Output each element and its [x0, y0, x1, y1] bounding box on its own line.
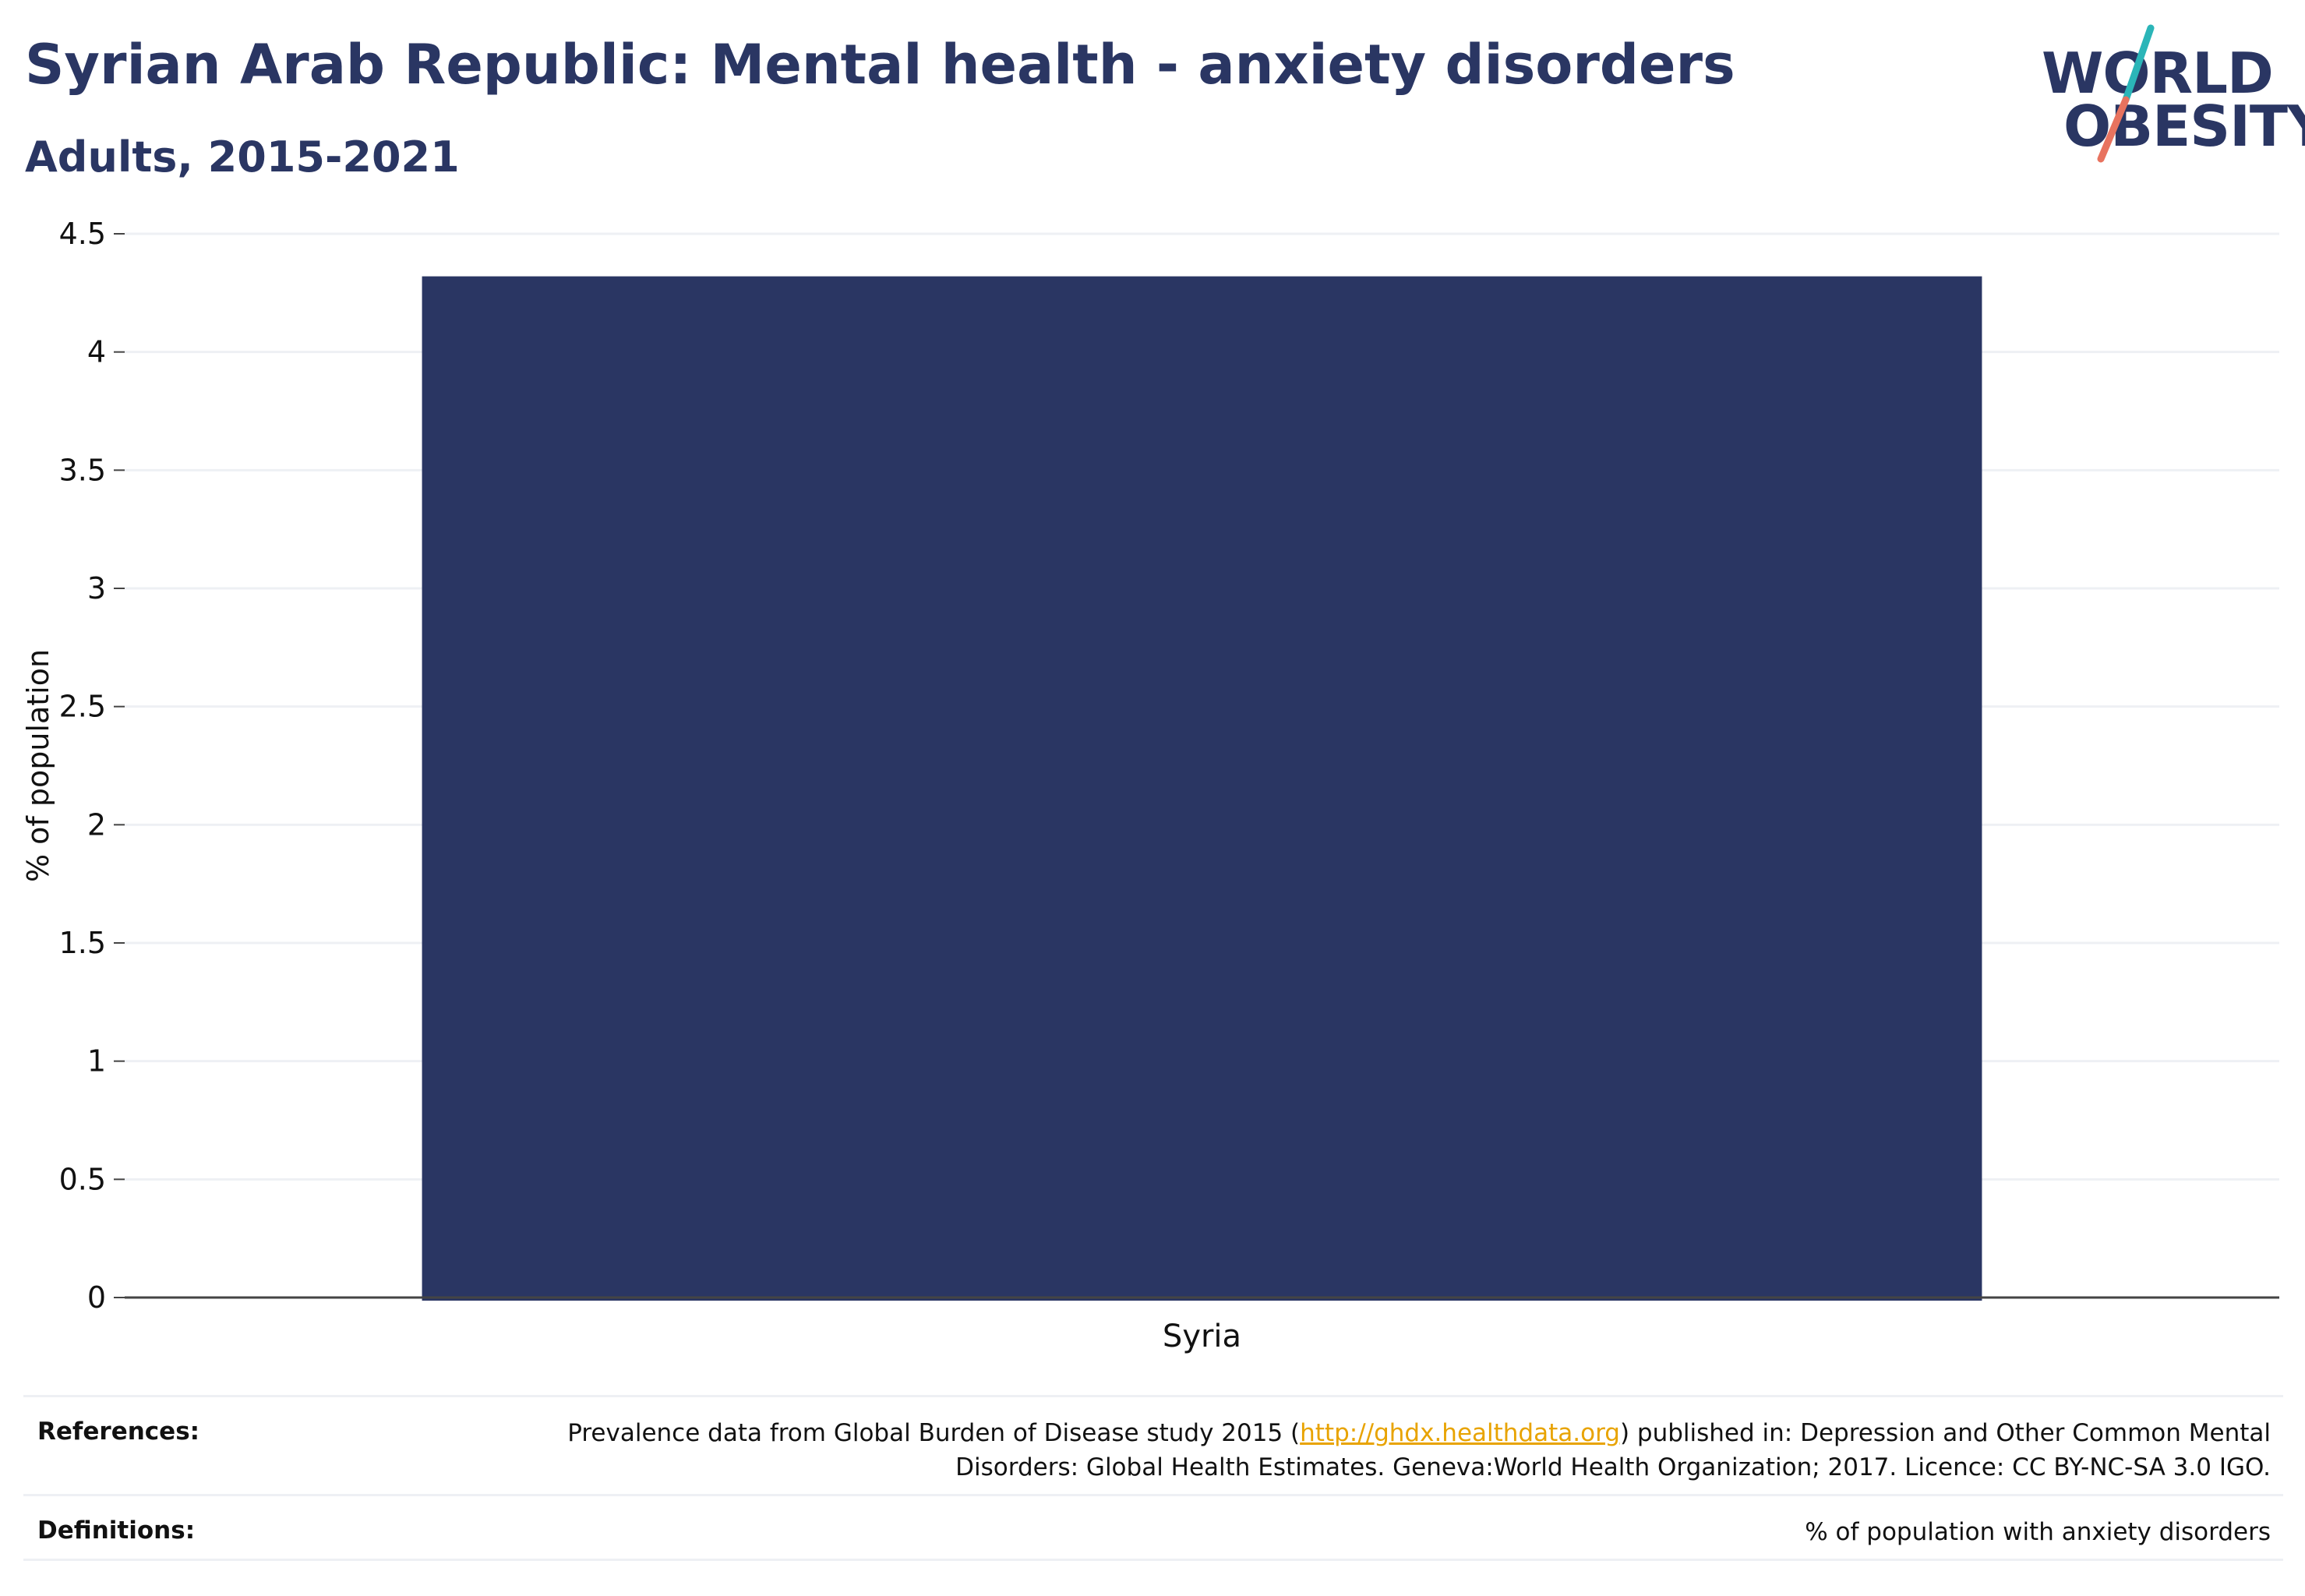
y-tick-label: 0 — [87, 1280, 106, 1315]
y-tick-label: 0.5 — [59, 1162, 106, 1196]
y-tick-label: 3.5 — [59, 453, 106, 487]
logo-slash-icon — [2097, 24, 2155, 163]
definitions-label: Definitions: — [37, 1517, 196, 1545]
y-tick-label: 2.5 — [59, 690, 106, 724]
y-tick-label: 2 — [87, 807, 106, 842]
references-row: References: Prevalence data from Global … — [23, 1395, 2283, 1494]
references-text: Prevalence data from Global Burden of Di… — [478, 1416, 2271, 1485]
y-tick-label: 1 — [87, 1044, 106, 1079]
y-tick-label: 4.5 — [59, 217, 106, 251]
references-text-after: ) published in: Depression and Other Com… — [955, 1419, 2271, 1481]
world-obesity-logo: WORLD OBESITY — [2026, 22, 2305, 170]
y-axis-label: % of population — [21, 649, 55, 882]
y-tick-label: 1.5 — [59, 926, 106, 960]
axes: 0 0.5 1 1.5 2 2.5 3 3.5 4 4.5 Syria — [59, 217, 2279, 1354]
chart-subtitle: Adults, 2015-2021 — [25, 132, 460, 182]
footnotes: References: Prevalence data from Global … — [23, 1395, 2283, 1561]
references-label: References: — [37, 1418, 200, 1446]
bars — [422, 276, 1982, 1301]
logo-word-world: WORLD — [2042, 41, 2274, 106]
bar-chart: 0 0.5 1 1.5 2 2.5 3 3.5 4 4.5 Syria % of populatio… — [21, 217, 2279, 1354]
references-link[interactable]: http://ghdx.healthdata.org — [1300, 1419, 1620, 1447]
definitions-row: Definitions: % of population with anxiet… — [23, 1494, 2283, 1561]
references-text-before: Prevalence data from Global Burden of Di… — [567, 1419, 1301, 1447]
chart-title: Syrian Arab Republic: Mental health - an… — [25, 33, 1735, 97]
y-tick-label: 4 — [87, 335, 106, 369]
x-tick-label: Syria — [1163, 1319, 1241, 1354]
bar-syria[interactable] — [422, 276, 1982, 1301]
y-tick-label: 3 — [87, 571, 106, 606]
definitions-text: % of population with anxiety disorders — [1805, 1518, 2271, 1546]
